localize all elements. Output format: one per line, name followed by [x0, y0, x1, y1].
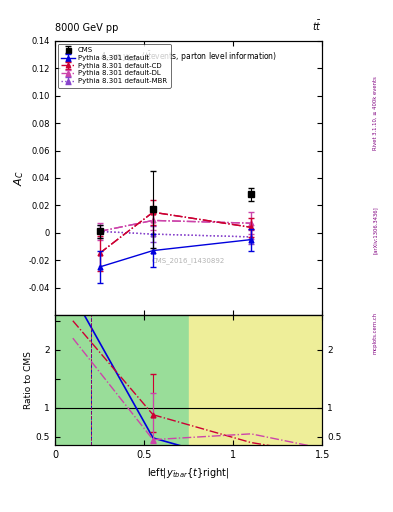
X-axis label: $\mathrm{left}|y_{\bar{t}bar}\{t\}\mathrm{right}|$: $\mathrm{left}|y_{\bar{t}bar}\{t\}\mathr…	[147, 466, 230, 480]
Text: 8000 GeV pp: 8000 GeV pp	[55, 23, 118, 33]
Text: CMS_2016_I1430892: CMS_2016_I1430892	[152, 257, 225, 264]
Legend: CMS, Pythia 8.301 default, Pythia 8.301 default-CD, Pythia 8.301 default-DL, Pyt: CMS, Pythia 8.301 default, Pythia 8.301 …	[58, 44, 171, 88]
Text: $A_C$ vs $y_{\bar{t}bar}$ ($t\bar{t}$events, parton level information): $A_C$ vs $y_{\bar{t}bar}$ ($t\bar{t}$eve…	[100, 49, 277, 64]
Bar	[189, 315, 322, 445]
Text: [arXiv:1306.3436]: [arXiv:1306.3436]	[373, 206, 378, 254]
Y-axis label: $A_C$: $A_C$	[12, 170, 26, 186]
Text: $t\bar{t}$: $t\bar{t}$	[312, 19, 322, 33]
Text: Rivet 3.1.10, ≥ 400k events: Rivet 3.1.10, ≥ 400k events	[373, 76, 378, 150]
Text: mcplots.cern.ch: mcplots.cern.ch	[373, 312, 378, 354]
Y-axis label: Ratio to CMS: Ratio to CMS	[24, 351, 33, 409]
